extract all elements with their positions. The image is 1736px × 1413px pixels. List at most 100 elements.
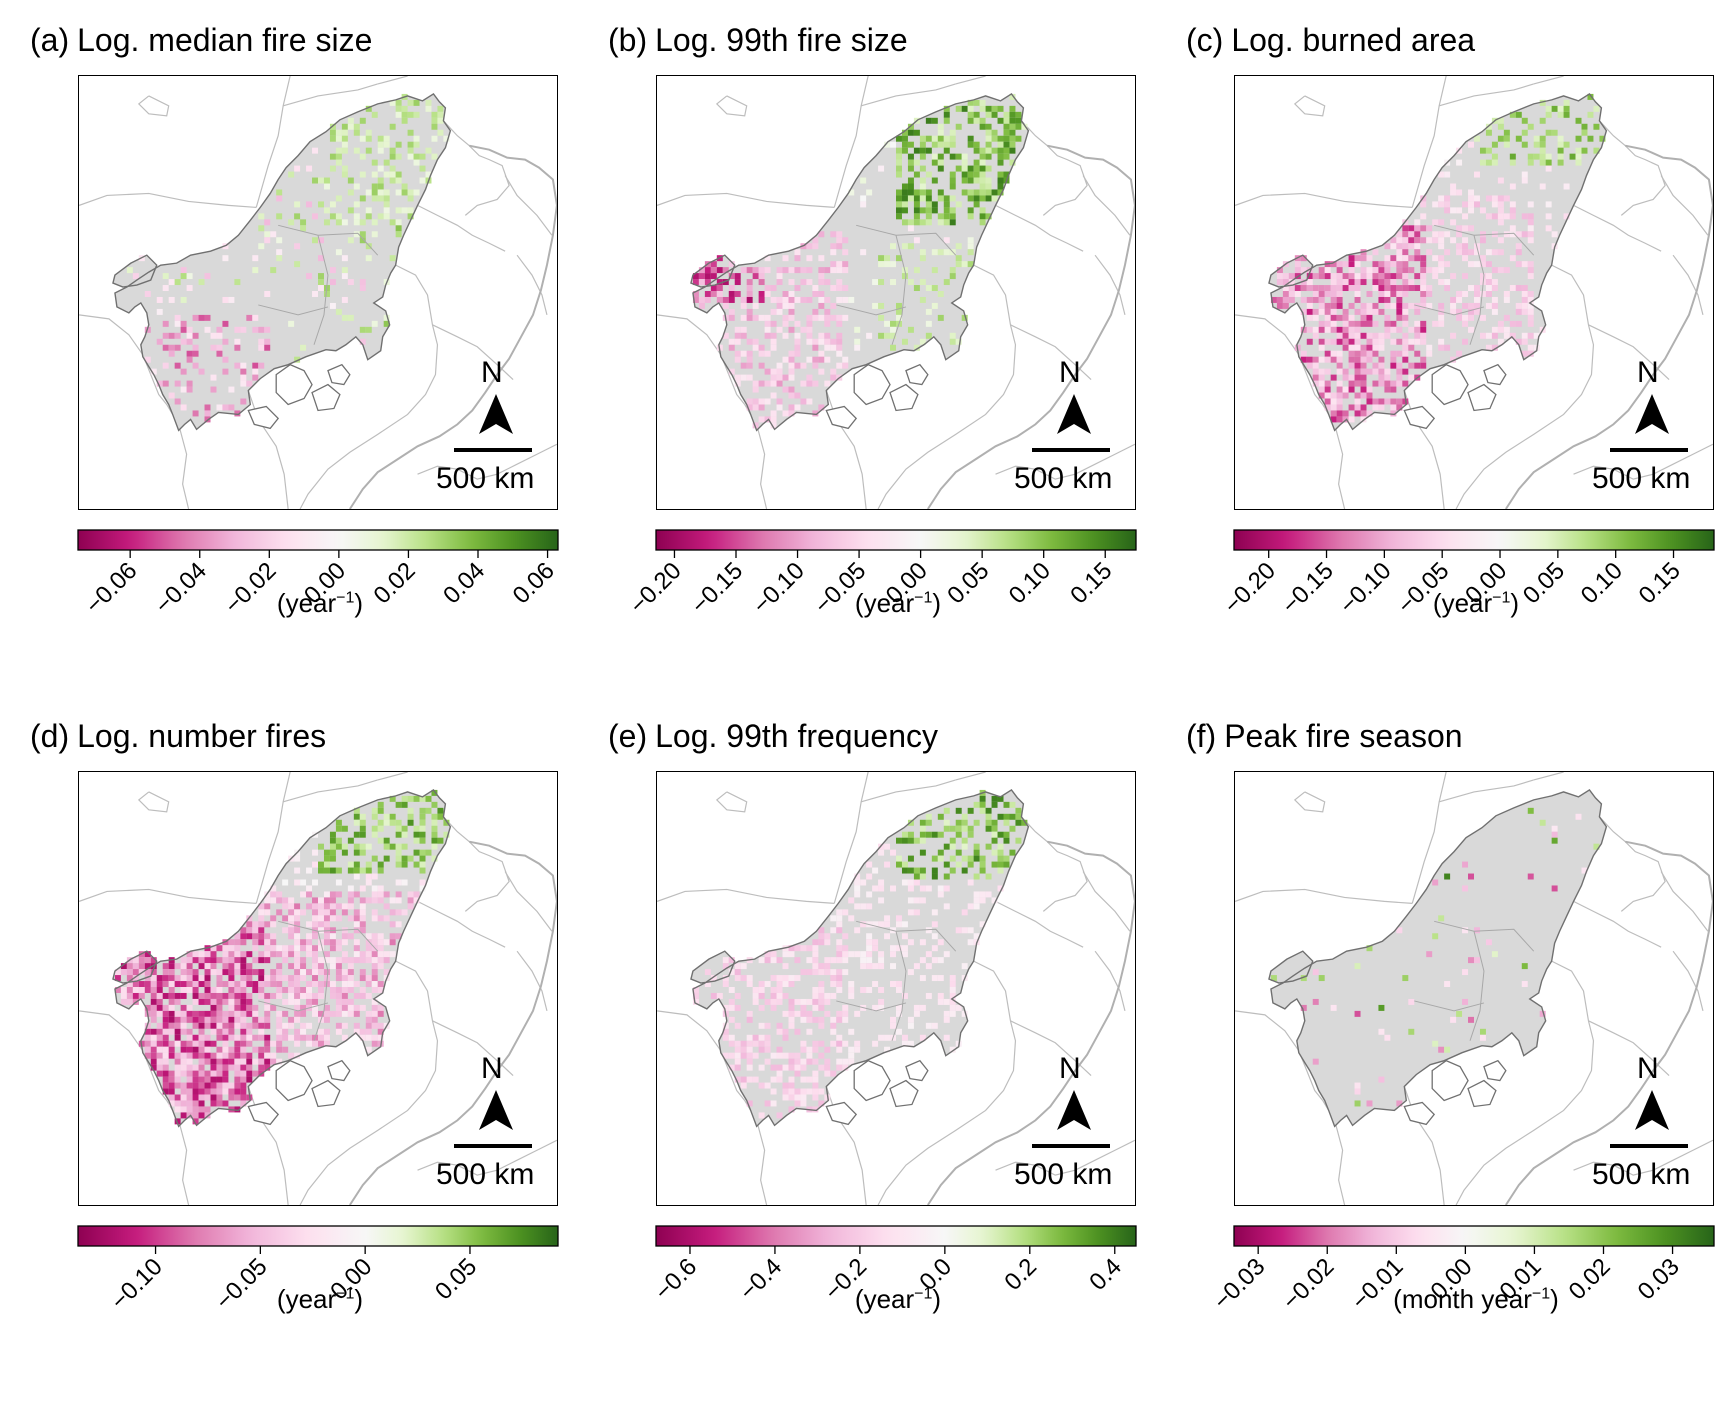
country-border [1533, 772, 1564, 781]
unit-part: (year [276, 588, 337, 618]
country-border [137, 95, 170, 117]
region-fill [1270, 789, 1607, 1127]
scale-label: 500 km [1014, 1158, 1113, 1191]
excluded-area [311, 1079, 341, 1108]
country-border [299, 264, 439, 509]
country-border [1573, 900, 1662, 948]
excluded-area [905, 1059, 929, 1082]
excluded-area [275, 1059, 313, 1102]
coastline [1505, 840, 1713, 1205]
country-border [995, 900, 1084, 948]
unit-part: ) [354, 1284, 364, 1314]
country-border [833, 76, 869, 208]
panel-title-text: Log. 99th fire size [655, 22, 908, 58]
country-border [877, 960, 1017, 1205]
country-border [1573, 443, 1713, 480]
map-panel: (e) Log. 99th frequency N 500 km −0.6 −0.4 −0.… [578, 696, 1137, 1386]
country-border [860, 779, 956, 803]
excluded-area [327, 1059, 351, 1082]
coastline [927, 840, 1135, 1205]
country-border [1598, 120, 1666, 216]
trend-pixels [1270, 807, 1600, 1107]
scale-label: 500 km [436, 1158, 535, 1191]
panel-tag: (e) [608, 718, 648, 754]
coastline [1505, 144, 1713, 509]
unit-part: ) [1550, 1284, 1559, 1314]
scale-bar [1032, 1144, 1110, 1148]
colorbar: −0.6 −0.4 −0.2 0.0 0.2 0.4 [650, 1225, 1137, 1306]
country-border [715, 791, 748, 813]
north-arrow-icon [1635, 394, 1669, 434]
country-border [1598, 816, 1666, 912]
panel-title-text: Log. median fire size [77, 22, 373, 58]
north-arrow-icon [479, 1090, 513, 1130]
excluded-area [889, 383, 919, 412]
country-border [442, 816, 510, 912]
unit-part: (year [854, 588, 915, 618]
country-border [417, 1139, 557, 1176]
unit-part: ) [932, 1284, 942, 1314]
country-border [79, 192, 257, 208]
country-border [756, 424, 768, 509]
unit-part: (month year [1393, 1284, 1532, 1314]
country-border [504, 871, 553, 932]
colorbar-unit: (year−1) [78, 588, 562, 619]
excluded-area [1467, 1079, 1497, 1108]
excluded-area [247, 1101, 280, 1126]
colorbar: −0.06 −0.04 −0.02 0.00 0.02 0.04 0.06 [77, 529, 560, 619]
country-border [1411, 76, 1447, 208]
coastline [927, 144, 1135, 509]
region-outline [114, 788, 452, 1128]
trend-pixels [692, 789, 1028, 1119]
country-border [860, 83, 956, 107]
north-arrow-icon [1057, 394, 1091, 434]
state-border [836, 224, 957, 345]
map-canvas [657, 772, 1135, 1205]
country-border [657, 888, 835, 904]
unit-part: −1 [1492, 589, 1511, 607]
scale-label: 500 km [1592, 1158, 1691, 1191]
excluded-area [1431, 1059, 1469, 1102]
country-border [955, 76, 986, 85]
colorbar-unit: (month year−1) [1234, 1284, 1718, 1315]
country-border [1573, 1139, 1713, 1176]
map-frame: N 500 km [656, 771, 1136, 1206]
panel-title: (b) Log. 99th fire size [608, 22, 908, 59]
region-outline [690, 950, 736, 984]
excluded-area [905, 363, 929, 386]
country-border [377, 772, 408, 781]
country-border [442, 120, 510, 216]
country-border [1334, 1120, 1346, 1205]
country-border [417, 204, 506, 252]
country-border [1588, 324, 1670, 381]
country-border [833, 772, 869, 904]
unit-part: (year [276, 1284, 337, 1314]
region-fill [114, 93, 451, 431]
scale-bar [454, 448, 532, 452]
scale-bar [1032, 448, 1110, 452]
country-border [432, 324, 514, 381]
country-border [137, 791, 170, 813]
country-border [1082, 175, 1131, 236]
country-border [1533, 76, 1564, 85]
region-outline [1268, 950, 1314, 984]
country-border [1094, 254, 1126, 316]
country-border [1235, 192, 1413, 208]
unit-part: ) [932, 588, 942, 618]
north-label: N [481, 1052, 503, 1085]
excluded-area [853, 363, 891, 406]
map-panel: (f) Peak fire season N 500 km −0.03 −0.02 −0.0… [1156, 696, 1715, 1386]
country-border [1020, 120, 1088, 216]
panel-tag: (b) [608, 22, 648, 58]
state-border [1414, 224, 1535, 345]
panel-title: (a) Log. median fire size [30, 22, 372, 59]
country-border [1660, 175, 1709, 236]
panel-title: (e) Log. 99th frequency [608, 718, 938, 755]
unit-part: −1 [914, 1285, 933, 1303]
country-border [1334, 424, 1346, 509]
excluded-area [825, 1101, 858, 1126]
state-border [1414, 920, 1535, 1041]
region-outline [692, 788, 1030, 1128]
scale-label: 500 km [1592, 462, 1691, 495]
